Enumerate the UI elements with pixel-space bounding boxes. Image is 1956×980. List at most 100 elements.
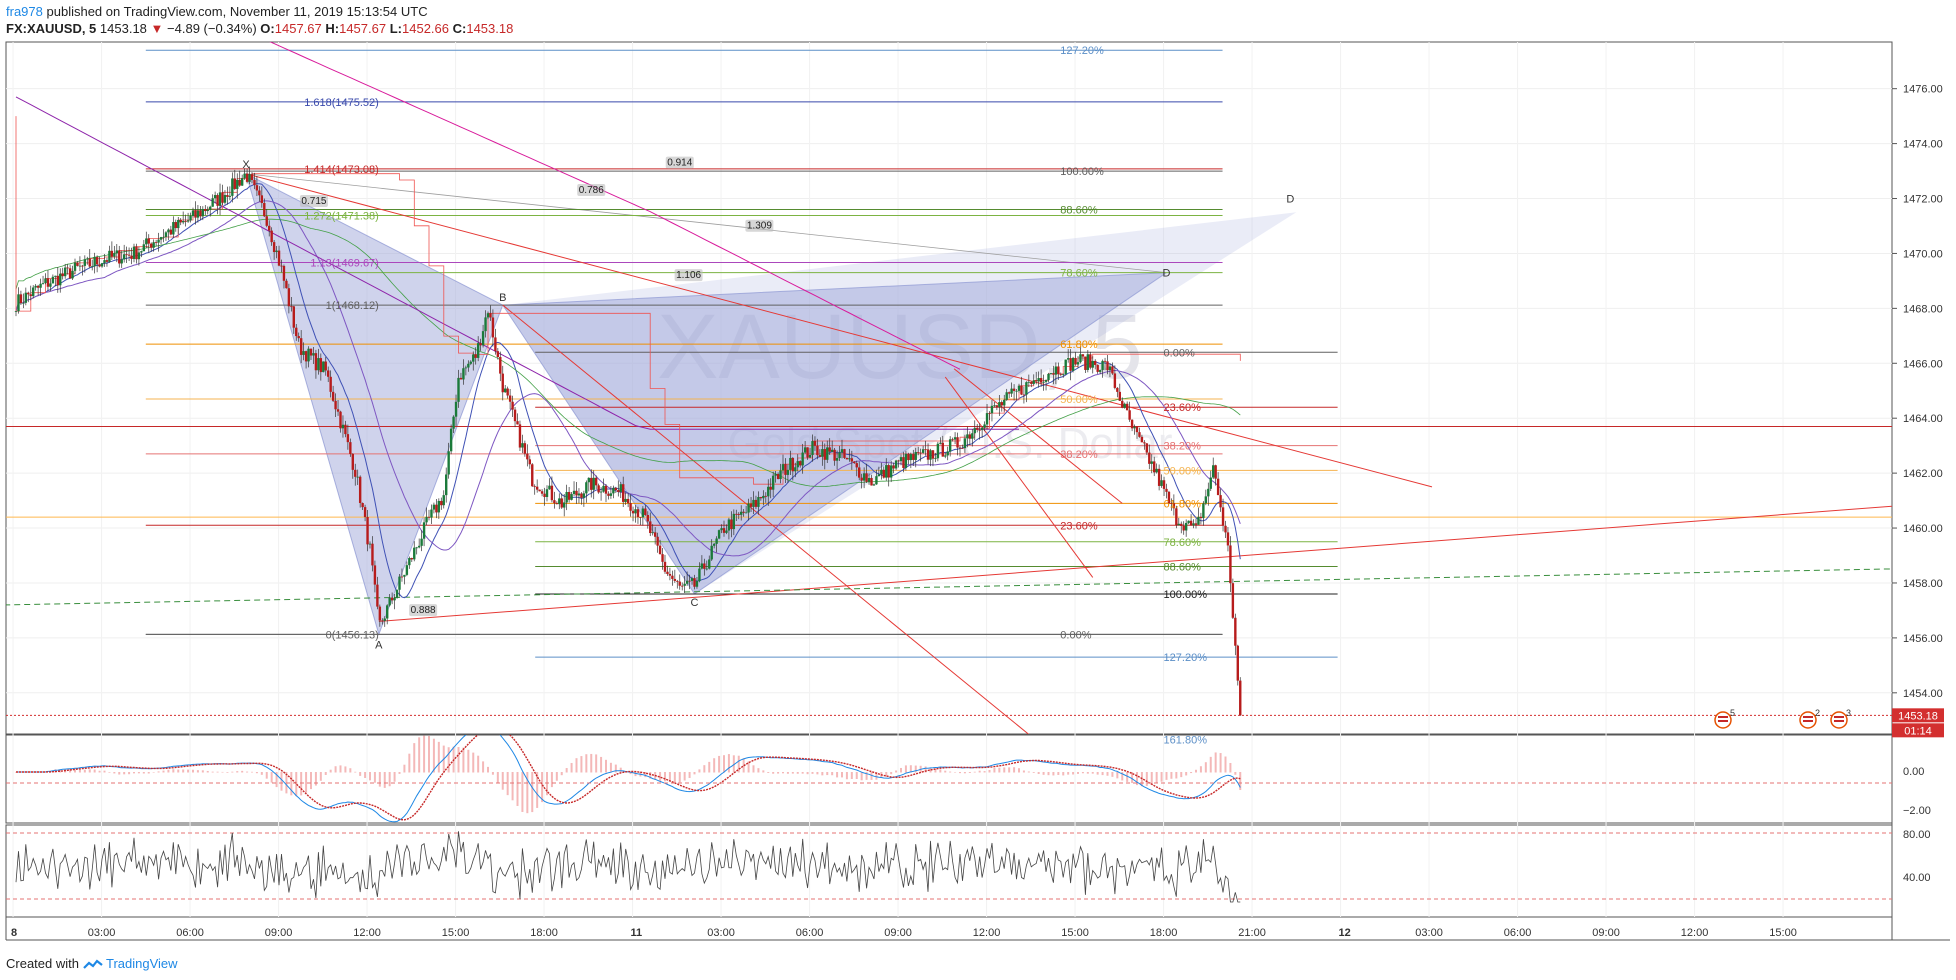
candle-body <box>550 485 554 501</box>
macd-histogram-bar <box>1155 772 1158 784</box>
macd-histogram-bar <box>983 771 986 773</box>
candle-body <box>545 489 549 497</box>
extension-zone[interactable] <box>502 212 1297 594</box>
macd-histogram-bar <box>565 768 568 773</box>
candle-body <box>784 464 787 475</box>
macd-histogram-bar <box>757 768 760 773</box>
candle-body <box>1216 478 1220 496</box>
trend-line-up[interactable] <box>378 415 1956 622</box>
macd-histogram-bar <box>939 769 942 773</box>
candle-body <box>838 452 841 459</box>
publish-text: published on TradingView.com, November 1… <box>46 4 428 19</box>
candle-body <box>1022 394 1026 396</box>
time-tick-label: 15:00 <box>442 927 470 939</box>
macd-histogram-bar <box>841 772 843 778</box>
candle-body <box>850 458 854 462</box>
xab-triangle[interactable] <box>245 172 504 636</box>
trend-line-down[interactable] <box>944 376 1094 578</box>
candle-body <box>656 536 659 546</box>
candle-body <box>1094 360 1097 365</box>
candle-body <box>469 361 472 364</box>
candle-body <box>936 443 940 459</box>
event-badges[interactable]: 5 2 3 <box>1714 708 1851 729</box>
macd-histogram-bar <box>1086 772 1089 774</box>
trend-lines[interactable] <box>4 173 1956 751</box>
support-line[interactable] <box>4 547 1956 606</box>
candle-body <box>1015 390 1018 392</box>
candle-body <box>319 358 323 373</box>
candle-body <box>641 508 645 518</box>
candle-body <box>971 433 974 439</box>
candle-body <box>322 361 325 373</box>
macd-histogram-bar <box>708 761 711 773</box>
candle-body <box>813 441 817 446</box>
author-link[interactable]: fra978 <box>6 4 43 19</box>
candle-body <box>408 558 411 566</box>
candle-body <box>413 547 416 560</box>
rsi-pane[interactable] <box>5 824 1893 918</box>
macd-histogram-bar <box>408 753 411 773</box>
candle-body <box>1165 488 1168 492</box>
candle-body <box>1229 545 1232 584</box>
candle-body <box>762 495 765 499</box>
macd-histogram-bar <box>1229 762 1232 773</box>
candle-body <box>1177 523 1180 526</box>
trend-line-down[interactable] <box>953 368 1123 504</box>
candle-body <box>683 583 686 586</box>
macd-histogram-bar <box>732 755 735 773</box>
candle-body <box>855 463 858 468</box>
candle-body <box>32 287 35 297</box>
macd-histogram-bar <box>270 772 273 783</box>
price-chart[interactable]: XAUUSD, 5 Gold Spot / U.S. Dollar XABCDD… <box>0 0 1956 950</box>
macd-histogram-bar <box>752 765 755 773</box>
candle-body <box>356 476 359 478</box>
candle-body <box>506 388 509 396</box>
symbol-label[interactable]: FX:XAUUSD, 5 <box>6 21 97 36</box>
candle-body <box>646 514 649 522</box>
candle-body <box>327 370 330 377</box>
macd-histogram-bar <box>447 747 450 773</box>
candle-body <box>172 222 175 235</box>
macd-histogram-bar <box>1018 768 1020 773</box>
candle-body <box>695 581 699 587</box>
candle-body <box>1069 358 1072 371</box>
fib-levels[interactable] <box>6 49 1892 739</box>
candle-body <box>282 265 286 281</box>
price-tick-label: 1460.00 <box>1903 523 1943 535</box>
candle-body <box>735 513 738 515</box>
macd-histogram-bar <box>1081 772 1084 774</box>
macd-histogram-bar <box>511 772 514 801</box>
candle-body <box>771 475 775 490</box>
macd-histogram-bar <box>1101 772 1104 776</box>
harmonic-pattern[interactable] <box>245 172 1297 636</box>
macd-histogram-bar <box>1042 772 1045 775</box>
candle-body <box>858 467 861 478</box>
candle-body <box>1148 452 1151 464</box>
candle-body <box>921 449 925 453</box>
candle-body <box>299 338 303 355</box>
candle-body <box>668 573 672 576</box>
candle-body <box>1140 436 1144 443</box>
trend-line-down[interactable] <box>245 173 1433 488</box>
time-tick-label: 06:00 <box>796 927 824 939</box>
candle-body <box>63 267 67 277</box>
candle-body <box>535 486 539 490</box>
candle-body <box>95 257 99 265</box>
macd-pane[interactable] <box>5 734 1893 824</box>
candle-body <box>985 413 989 425</box>
macd-histogram-bar <box>147 772 150 774</box>
candle-body <box>816 445 819 456</box>
candle-body <box>843 449 846 458</box>
point-b-label: B <box>499 292 506 304</box>
bcd-triangle[interactable] <box>501 272 1169 595</box>
macd-histogram-bar <box>713 758 716 773</box>
fib-xa-label: 0.00% <box>1060 629 1091 641</box>
macd-histogram-bar <box>457 747 460 773</box>
macd-histogram-bar <box>786 772 789 774</box>
ratio-label: 1.309 <box>747 221 772 232</box>
candle-body <box>1096 364 1099 372</box>
candle-body <box>767 486 770 497</box>
macd-histogram-bar <box>369 772 371 781</box>
tradingview-link[interactable]: TradingView <box>106 956 178 971</box>
candle-body <box>806 447 809 458</box>
